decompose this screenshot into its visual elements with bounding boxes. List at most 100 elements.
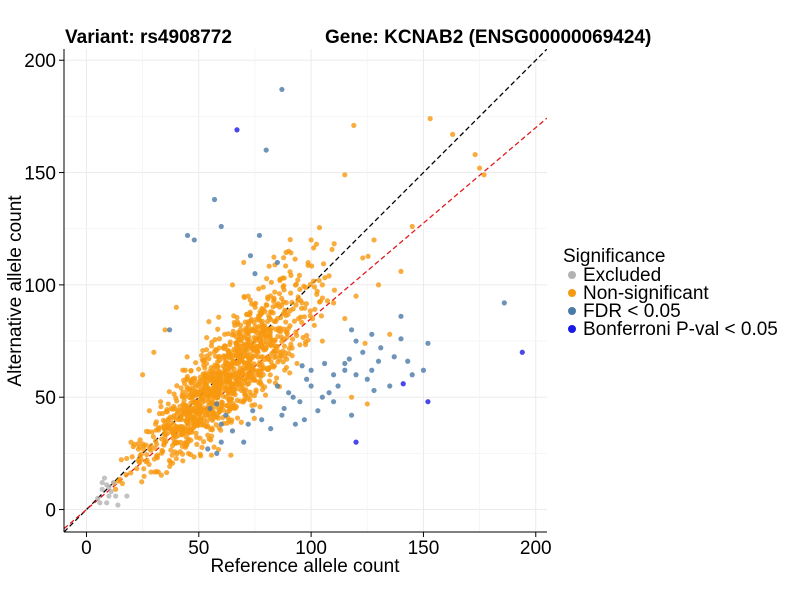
point-excluded [104,482,110,488]
point-non-significant [312,306,318,312]
point-fdr-0-05 [360,349,366,355]
point-non-significant [174,383,180,389]
point-excluded [110,479,117,486]
point-fdr-0-05 [259,417,265,423]
legend-swatch [568,325,576,333]
point-non-significant [225,331,231,337]
point-non-significant [211,395,217,401]
point-non-significant [179,407,186,413]
point-non-significant [266,356,272,362]
point-non-significant [225,390,231,397]
point-fdr-0-05 [218,223,224,230]
point-non-significant [331,241,337,247]
point-non-significant [140,441,146,447]
point-non-significant [288,290,294,296]
point-non-significant [224,377,231,383]
point-non-significant [195,411,201,417]
legend-swatch [568,271,576,279]
point-non-significant [162,327,168,333]
point-non-significant [178,385,184,391]
point-non-significant [188,405,194,411]
point-non-significant [193,360,199,366]
y-tick-label: 50 [35,388,56,409]
point-non-significant [146,461,152,467]
point-non-significant [215,326,221,332]
point-non-significant [253,387,259,393]
point-non-significant [243,353,249,359]
point-non-significant [304,332,310,339]
point-non-significant [138,451,144,457]
point-fdr-0-05 [321,360,328,367]
point-non-significant [225,373,231,379]
point-non-significant [288,341,294,347]
point-non-significant [273,375,280,381]
point-non-significant [208,364,214,371]
point-non-significant [158,399,164,405]
point-non-significant [365,253,371,259]
point-non-significant [319,282,325,288]
point-non-significant [179,392,185,398]
point-fdr-0-05 [330,372,337,378]
point-fdr-0-05 [353,338,359,344]
point-non-significant [194,434,200,440]
point-non-significant [153,438,159,444]
point-non-significant [302,342,309,348]
point-non-significant [146,408,152,414]
point-non-significant [273,354,279,360]
point-fdr-0-05 [191,237,197,243]
point-non-significant [235,348,241,354]
point-non-significant [174,451,180,457]
point-non-significant [164,430,170,437]
point-non-significant [311,278,317,284]
point-fdr-0-05 [229,428,236,434]
point-non-significant [215,446,222,453]
point-non-significant [168,429,175,435]
point-non-significant [331,287,338,293]
point-non-significant [287,323,293,329]
point-non-significant [281,287,287,293]
legend-label: Bonferroni P-val < 0.05 [583,319,778,340]
point-non-significant [173,416,179,422]
point-fdr-0-05 [205,446,211,452]
point-non-significant [155,425,161,431]
point-fdr-0-05 [387,383,393,389]
point-non-significant [293,302,299,308]
point-non-significant [229,417,235,423]
point-non-significant [259,382,265,388]
point-non-significant [192,392,198,399]
point-non-significant [197,451,203,457]
point-non-significant [192,415,198,421]
point-non-significant [128,470,134,476]
point-non-significant [281,343,288,349]
point-non-significant [129,454,135,460]
point-non-significant [146,446,153,452]
point-non-significant [141,466,147,472]
point-non-significant [232,372,239,378]
point-non-significant [218,427,224,433]
point-non-significant [277,276,283,282]
point-non-significant [241,367,247,373]
point-non-significant [197,374,203,380]
point-non-significant [181,430,187,437]
point-non-significant [161,423,167,429]
point-non-significant [246,337,253,344]
point-non-significant [193,430,199,436]
point-non-significant [472,151,478,158]
point-excluded [99,479,105,486]
point-non-significant [307,282,313,288]
point-non-significant [252,352,259,358]
point-non-significant [135,441,141,447]
point-non-significant [148,469,154,475]
point-non-significant [294,360,300,367]
point-non-significant [241,333,247,339]
point-non-significant [194,441,200,447]
point-excluded [95,495,101,501]
point-non-significant [309,316,316,322]
point-non-significant [203,390,209,396]
point-non-significant [241,259,247,266]
point-excluded [99,486,105,492]
point-fdr-0-05 [304,376,310,382]
point-non-significant [289,336,296,342]
point-non-significant [320,261,327,267]
point-fdr-0-05 [166,327,173,333]
